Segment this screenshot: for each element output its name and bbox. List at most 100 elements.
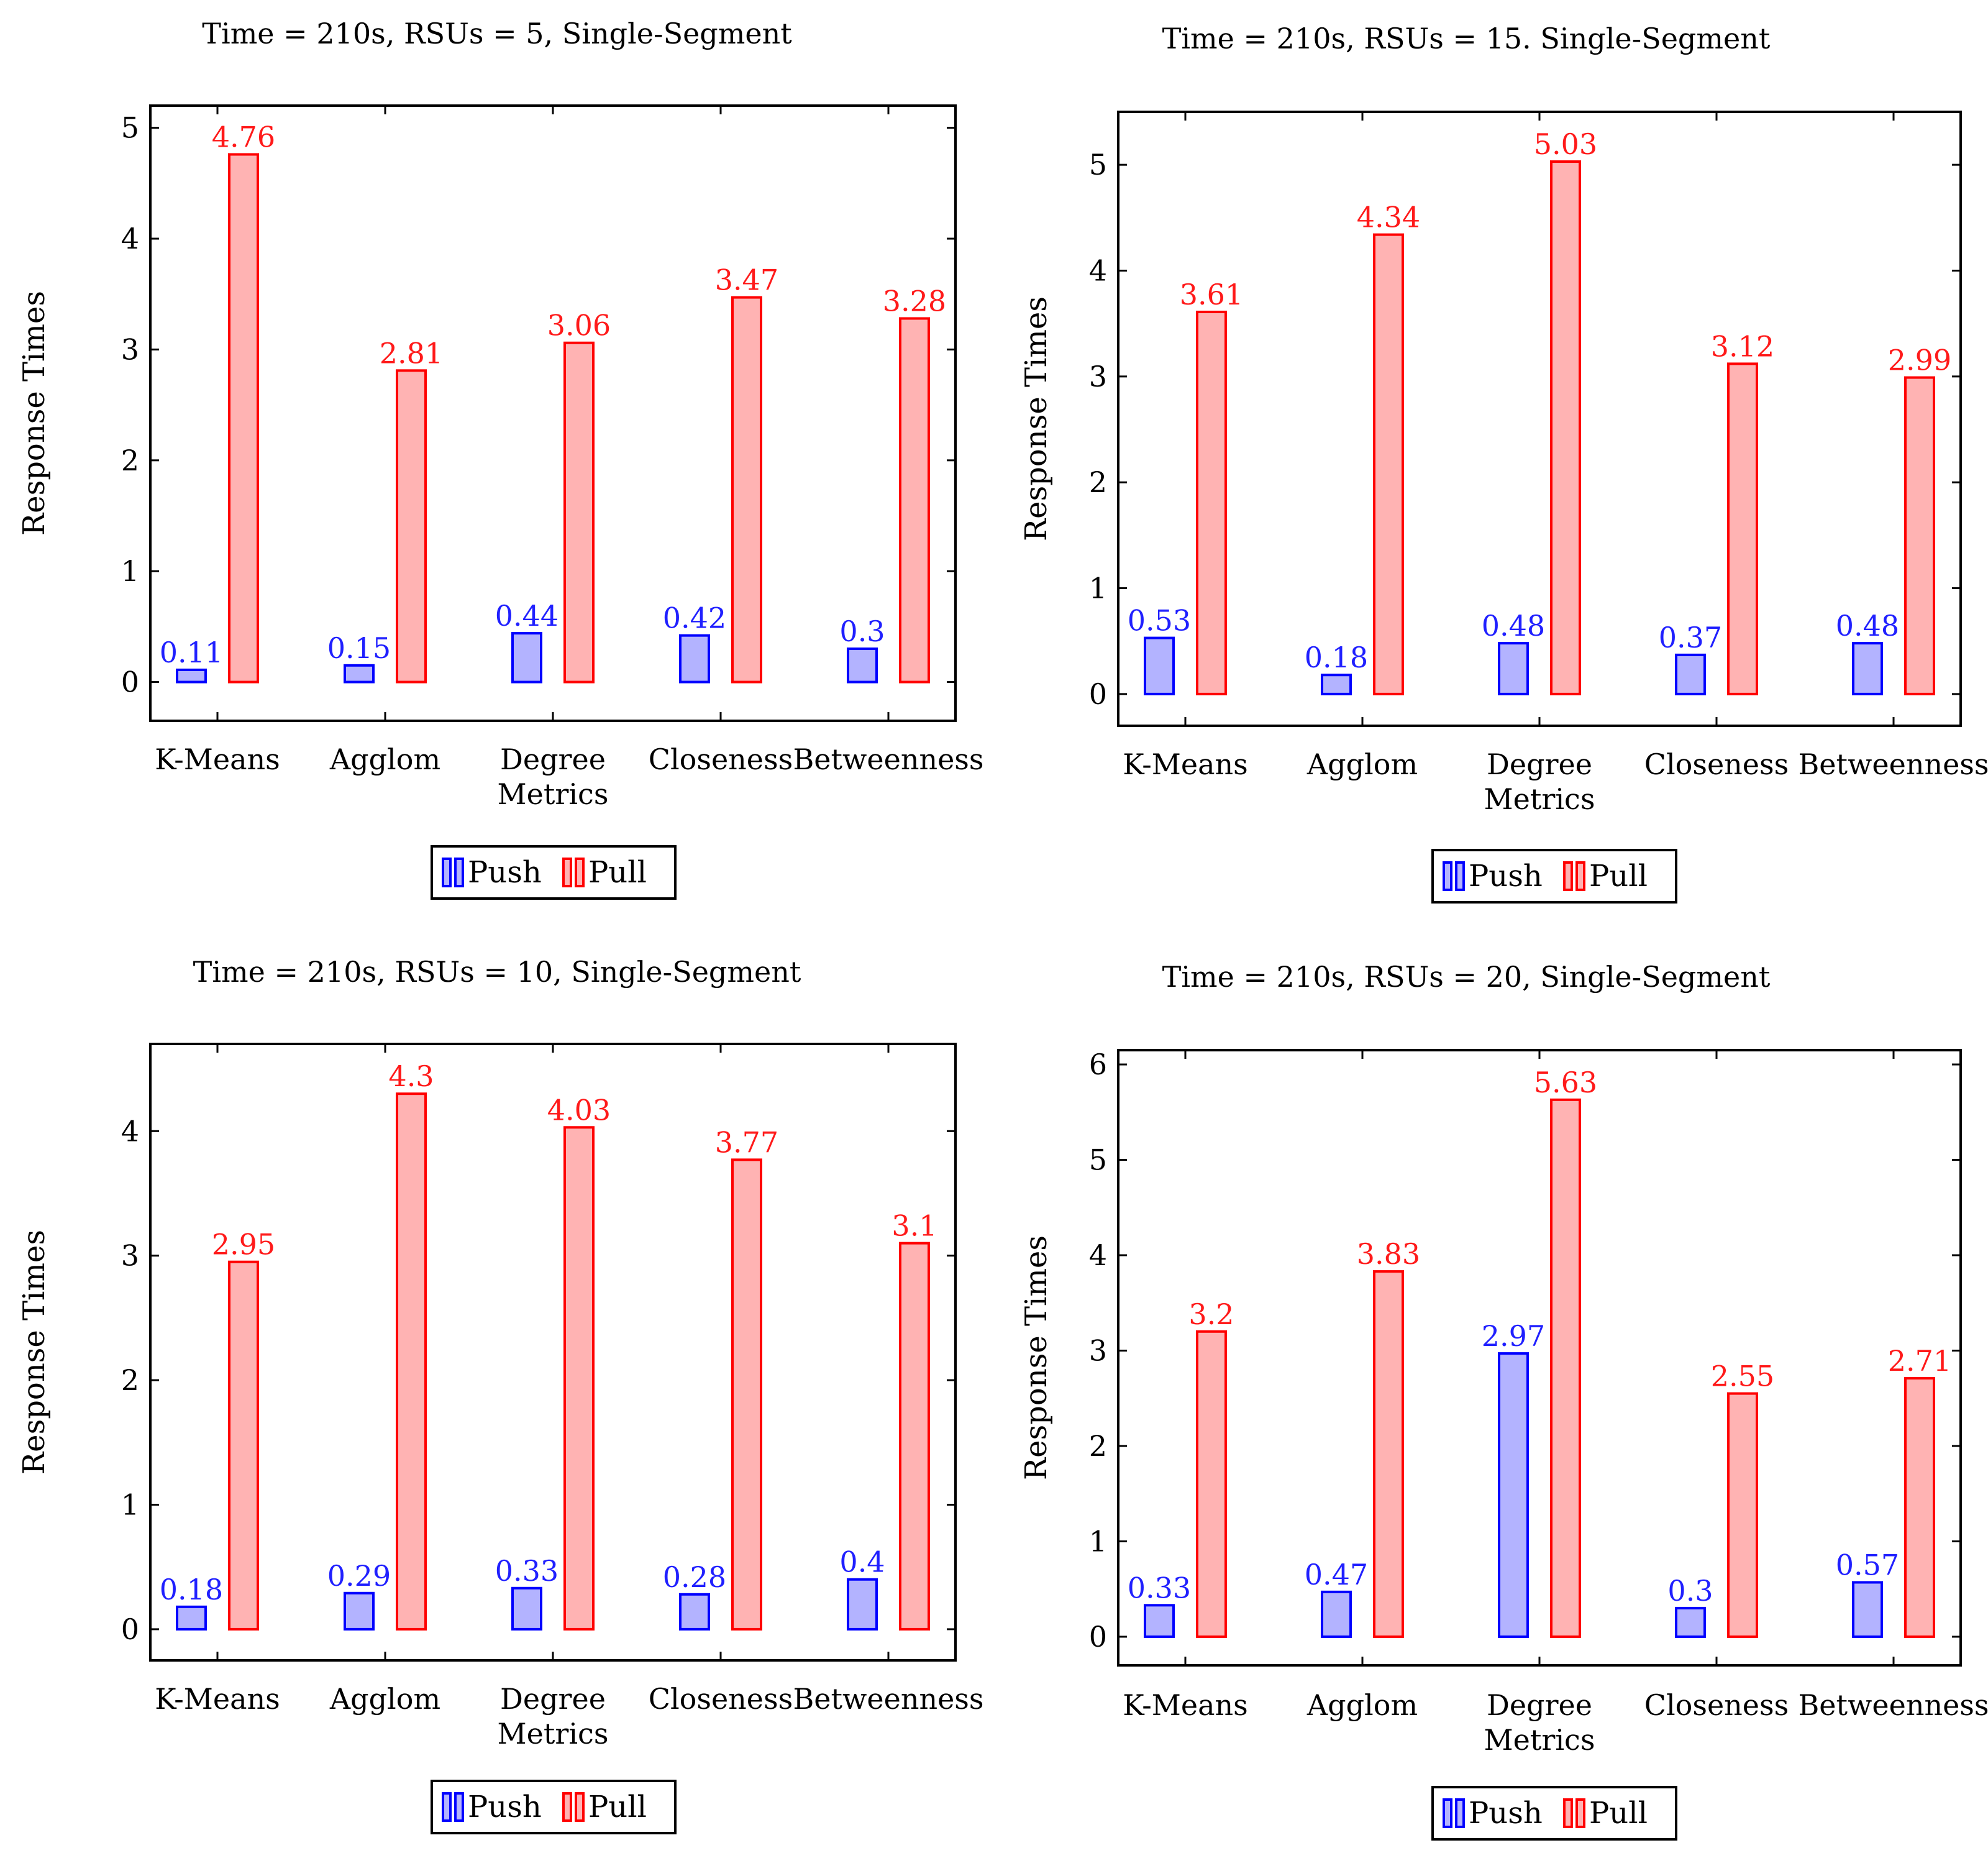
legend: Push Pull <box>1431 849 1677 904</box>
x-category-label: Degree <box>500 743 606 776</box>
legend-box <box>1431 1786 1677 1841</box>
legend-box <box>431 845 677 900</box>
pull-value-label: 4.34 <box>1357 201 1420 234</box>
pull-bar <box>563 1126 595 1631</box>
y-tick-label: 0 <box>1089 1620 1107 1654</box>
pull-bar <box>228 1260 259 1631</box>
pull-value-label: 3.28 <box>883 284 946 318</box>
pull-value-label: 4.03 <box>547 1093 611 1127</box>
pull-value-label: 3.2 <box>1188 1297 1234 1331</box>
chart-panel-2: Time = 210s, RSUs = 15. Single-Segment Re… <box>1019 22 1988 904</box>
push-value-label: 0.28 <box>663 1560 726 1594</box>
pull-bar <box>1550 1098 1581 1638</box>
push-value-label: 0.18 <box>160 1573 223 1606</box>
y-axis-label: Response Times <box>1019 1235 1054 1480</box>
pull-bar <box>731 1158 762 1631</box>
push-value-label: 0.47 <box>1305 1558 1368 1591</box>
x-category-label: Betweenness <box>793 1682 983 1716</box>
y-tick-label: 0 <box>121 666 139 699</box>
y-tick-label: 5 <box>1089 148 1107 181</box>
push-bar <box>1675 653 1706 695</box>
y-tick-label: 2 <box>121 1363 139 1397</box>
y-tick-label: 3 <box>121 1239 139 1273</box>
legend-pull-swatch <box>1575 1798 1585 1828</box>
legend-push-swatch <box>454 858 464 887</box>
push-value-label: 0.44 <box>495 599 559 633</box>
legend-push-swatch <box>442 858 452 887</box>
pull-value-label: 3.06 <box>547 309 611 342</box>
pull-value-label: 3.61 <box>1180 278 1243 311</box>
pull-bar <box>1196 1330 1227 1638</box>
pull-value-label: 2.55 <box>1711 1360 1774 1393</box>
pull-value-label: 4.76 <box>212 120 275 153</box>
legend-push-swatch <box>454 1792 464 1822</box>
chart-title: Time = 210s, RSUs = 10, Single-Segment <box>193 955 801 989</box>
y-tick-label: 2 <box>1089 1429 1107 1463</box>
push-bar <box>679 634 710 684</box>
y-tick-label: 4 <box>121 1114 139 1148</box>
push-value-label: 0.33 <box>495 1554 559 1588</box>
y-tick-label: 4 <box>1089 254 1107 288</box>
legend-pull-label: Pull <box>1589 859 1648 894</box>
legend-push-swatch <box>442 1792 452 1822</box>
y-axis-label: Response Times <box>17 291 52 536</box>
push-bar <box>1144 636 1175 695</box>
push-bar <box>176 1605 207 1631</box>
push-value-label: 0.4 <box>839 1545 885 1579</box>
pull-bar <box>1373 233 1404 695</box>
legend: Push Pull <box>1431 1786 1677 1841</box>
legend-pull-swatch <box>1563 1798 1573 1828</box>
pull-value-label: 2.81 <box>380 336 443 370</box>
push-bar <box>1852 642 1883 695</box>
y-tick-label: 3 <box>1089 1334 1107 1367</box>
push-value-label: 0.37 <box>1659 621 1722 654</box>
pull-value-label: 3.83 <box>1357 1237 1420 1271</box>
pull-bar <box>396 1092 427 1631</box>
push-value-label: 0.48 <box>1482 609 1545 643</box>
push-value-label: 0.3 <box>1667 1574 1713 1608</box>
y-tick-label: 1 <box>1089 1524 1107 1558</box>
y-tick-label: 1 <box>121 1488 139 1521</box>
legend-pull-swatch <box>575 1792 585 1822</box>
push-value-label: 0.57 <box>1836 1548 1899 1581</box>
pull-bar <box>228 153 259 684</box>
x-category-label: Betweenness <box>1798 1688 1988 1722</box>
legend-pull-swatch <box>1563 861 1573 891</box>
legend-pull-label: Pull <box>588 1790 647 1824</box>
y-tick-label: 1 <box>1089 572 1107 605</box>
legend-pull-swatch <box>562 1792 572 1822</box>
y-tick-label: 2 <box>121 444 139 477</box>
x-category-label: Degree <box>1487 1688 1592 1722</box>
push-bar <box>344 664 375 684</box>
pull-bar <box>396 369 427 684</box>
push-bar <box>511 632 542 684</box>
push-bar <box>511 1586 542 1631</box>
y-axis-label: Response Times <box>17 1230 52 1475</box>
pull-value-label: 5.63 <box>1534 1066 1597 1099</box>
legend-push-swatch <box>1455 1798 1465 1828</box>
y-tick-label: 2 <box>1089 465 1107 499</box>
legend: Push Pull <box>431 1780 677 1834</box>
y-tick-label: 0 <box>121 1613 139 1646</box>
plot-frame <box>1117 111 1962 727</box>
x-category-label: Closeness <box>649 1682 793 1716</box>
legend-push-label: Push <box>468 855 542 890</box>
legend-pull-swatch <box>575 858 585 887</box>
pull-bar <box>563 341 595 684</box>
y-tick-label: 4 <box>121 222 139 255</box>
pull-bar <box>1196 310 1227 695</box>
legend: Push Pull <box>431 845 677 900</box>
push-value-label: 2.97 <box>1482 1319 1545 1353</box>
chart-title: Time = 210s, RSUs = 5, Single-Segment <box>202 17 792 50</box>
x-category-label: Metrics <box>498 777 609 811</box>
y-tick-label: 6 <box>1089 1048 1107 1081</box>
push-bar <box>1321 1590 1352 1638</box>
legend-pull-swatch <box>562 858 572 887</box>
plot-frame <box>149 1043 957 1662</box>
x-category-label: Closeness <box>1644 1688 1789 1722</box>
y-tick-label: 1 <box>121 554 139 588</box>
legend-push-label: Push <box>1469 859 1543 894</box>
pull-bar <box>1727 1392 1758 1638</box>
push-bar <box>1498 1352 1529 1638</box>
push-value-label: 0.48 <box>1836 609 1899 643</box>
